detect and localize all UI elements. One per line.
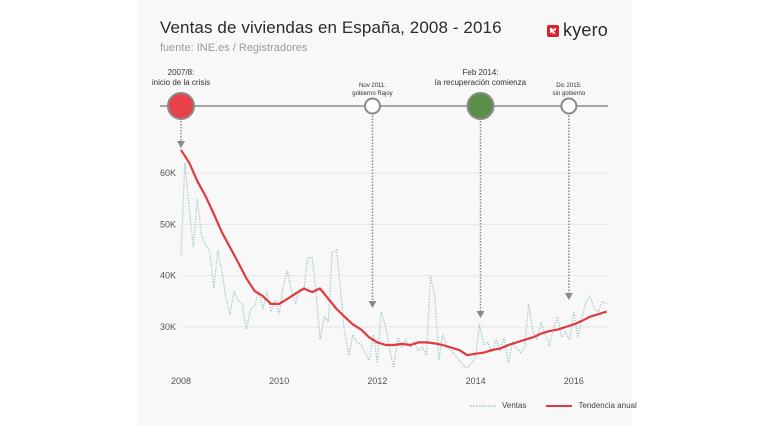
chart-card: [138, 0, 632, 426]
event-marker-rajoy: [363, 97, 381, 115]
event-label: gobierno Rajoy: [352, 91, 392, 97]
arrow-down-icon: [177, 141, 185, 148]
event-date: Nov 2011:: [359, 83, 386, 89]
y-tick-label: 40K: [160, 271, 176, 281]
y-axis: 30K 40K 50K 60K: [160, 168, 176, 332]
series-tendencia-anual: [180, 149, 608, 357]
x-tick-label: 2010: [269, 376, 289, 386]
legend-label-ventas: Ventas: [502, 401, 527, 410]
x-tick-label: 2016: [564, 376, 584, 386]
series-group: [180, 149, 608, 369]
event-date: Dic 2015:: [556, 83, 582, 89]
series-ventas: [180, 162, 608, 369]
x-tick-label: 2008: [171, 376, 191, 386]
kyero-logo-icon: [547, 24, 559, 37]
grid-lines: [182, 172, 608, 328]
event-marker-crisis: [167, 92, 195, 120]
timeline: 2007/8:inicio de la crisis Nov 2011: gobie…: [152, 68, 608, 318]
legend-swatch-tendencia: [546, 404, 573, 407]
event-date: 2007/8:: [168, 68, 195, 77]
chart-title: Ventas de viviendas en España, 2008 - 20…: [160, 18, 502, 37]
event-label: la recuperación comienza: [435, 78, 527, 87]
event-marker-nogov: [560, 97, 578, 115]
brand-logo: kyero: [547, 20, 608, 41]
legend-swatch-ventas: [470, 404, 496, 407]
chart-source: fuente: INE.es / Registradores: [160, 42, 308, 54]
event-label: inicio de la crisis: [152, 78, 210, 87]
arrow-down-icon: [476, 311, 485, 318]
arrow-down-icon: [368, 301, 377, 308]
y-tick-label: 50K: [160, 219, 176, 229]
event-marker-recovery: [466, 92, 495, 120]
x-tick-label: 2012: [367, 376, 387, 386]
y-tick-label: 30K: [160, 322, 176, 332]
event-date: Feb 2014:: [462, 68, 498, 77]
x-axis: 2008 2010 2012 2014 2016: [171, 376, 584, 386]
logo-text: kyero: [563, 20, 609, 40]
event-label: sin gobierno: [553, 91, 586, 97]
legend-label-tendencia: Tendencia anual: [578, 401, 637, 410]
arrow-down-icon: [564, 293, 573, 300]
legend: Ventas Tendencia anual: [470, 401, 637, 410]
x-tick-label: 2014: [466, 376, 486, 386]
y-tick-label: 60K: [160, 168, 176, 178]
